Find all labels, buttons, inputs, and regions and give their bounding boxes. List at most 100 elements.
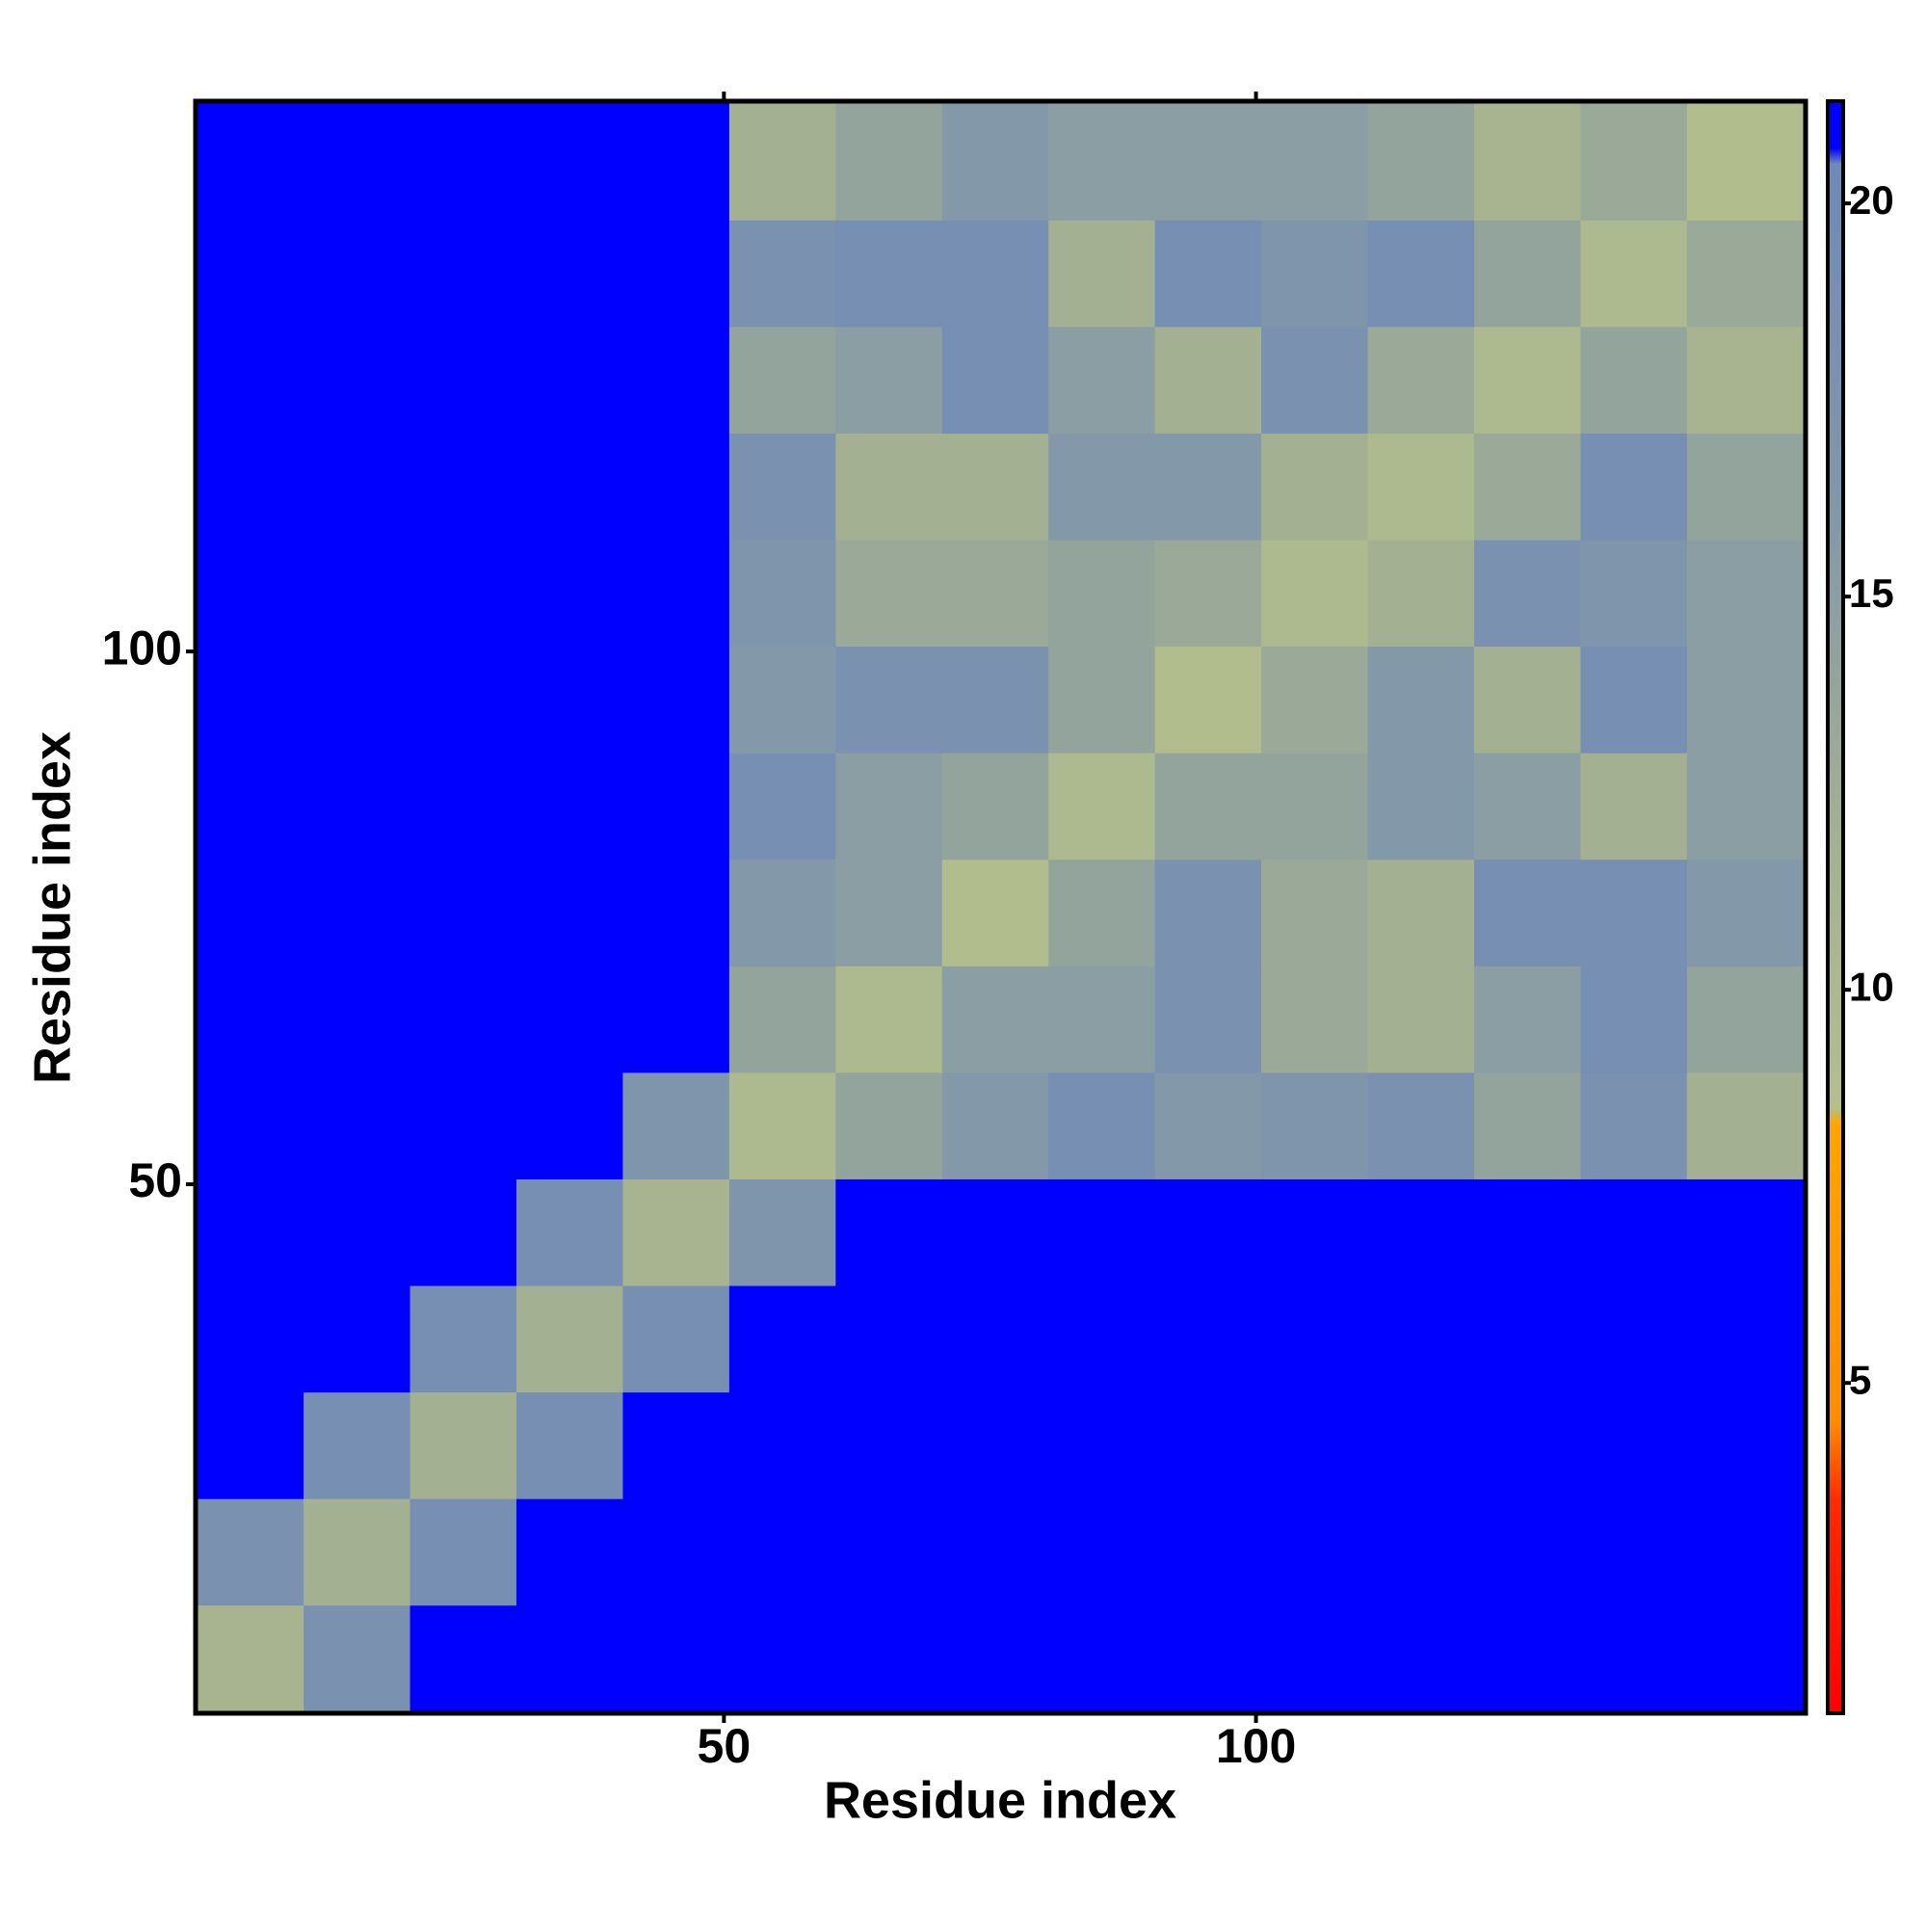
x-axis-title: Residue index: [824, 1771, 1176, 1829]
heatmap-cell: [622, 433, 730, 541]
heatmap-cell: [1367, 646, 1475, 754]
heatmap-cell: [515, 1072, 623, 1179]
heatmap-cell: [1154, 966, 1262, 1073]
x-tick-label: 50: [698, 1719, 752, 1773]
heatmap-cell: [1473, 102, 1581, 221]
heatmap-cell: [1580, 1178, 1688, 1286]
heatmap-cell: [1048, 646, 1156, 754]
heatmap-cell: [1048, 102, 1156, 221]
heatmap-cell: [941, 1604, 1049, 1712]
y-tick-label: 50: [128, 1153, 182, 1207]
heatmap-cell: [197, 859, 304, 966]
heatmap-cell: [197, 1498, 304, 1606]
colorbar: [1826, 99, 1845, 1715]
heatmap-cell: [941, 433, 1049, 541]
heatmap-cell: [409, 1178, 517, 1286]
heatmap-cell: [941, 966, 1049, 1073]
heatmap-cell: [728, 1391, 836, 1499]
heatmap-cell: [1261, 1498, 1369, 1606]
heatmap-cell: [1686, 1285, 1805, 1393]
plot-frame: [193, 98, 1808, 1716]
heatmap-cell: [728, 326, 836, 434]
heatmap-cell: [941, 1285, 1049, 1393]
heatmap-cell: [1154, 1285, 1262, 1393]
heatmap-cell: [515, 1178, 623, 1286]
heatmap-cell: [1261, 1285, 1369, 1393]
heatmap-cell: [1154, 1178, 1262, 1286]
heatmap-cell: [304, 859, 411, 966]
heatmap-cell: [728, 859, 836, 966]
heatmap-cell: [197, 220, 304, 328]
heatmap-cell: [622, 1604, 730, 1712]
heatmap-cell: [835, 1178, 943, 1286]
heatmap-cell: [1048, 859, 1156, 966]
heatmap-cell: [835, 1604, 943, 1712]
heatmap-cell: [515, 1498, 623, 1606]
heatmap-cell: [197, 646, 304, 754]
heatmap-cell: [1048, 540, 1156, 648]
heatmap-cell: [1261, 859, 1369, 966]
heatmap-cell: [515, 540, 623, 648]
heatmap-cell: [835, 540, 943, 648]
heatmap-cell: [941, 1178, 1049, 1286]
heatmap-cell: [1048, 1072, 1156, 1179]
heatmap-cell: [1686, 1498, 1805, 1606]
colorbar-tick-label: 20: [1849, 177, 1894, 223]
heatmap-cell: [409, 1285, 517, 1393]
heatmap-cell: [1367, 540, 1475, 648]
heatmap-cell: [409, 646, 517, 754]
heatmap-cell: [1261, 433, 1369, 541]
heatmap-cell: [622, 859, 730, 966]
heatmap-cell: [728, 966, 836, 1073]
heatmap-cell: [835, 966, 943, 1073]
heatmap-cell: [1367, 1285, 1475, 1393]
heatmap-cell: [1048, 1391, 1156, 1499]
heatmap-cell: [515, 646, 623, 754]
heatmap-cell: [728, 1285, 836, 1393]
heatmap-cell: [728, 220, 836, 328]
heatmap-cell: [1686, 646, 1805, 754]
x-tick-label: 100: [1216, 1719, 1296, 1773]
heatmap-cell: [1686, 102, 1805, 221]
heatmap-cell: [1473, 1391, 1581, 1499]
heatmap-cell: [941, 1072, 1049, 1179]
heatmap-cell: [728, 1498, 836, 1606]
heatmap-cell: [1686, 859, 1805, 966]
heatmap-cell: [1154, 753, 1262, 860]
heatmap-cell: [515, 753, 623, 860]
heatmap-cell: [1154, 433, 1262, 541]
heatmap-cell: [197, 1178, 304, 1286]
heatmap-cell: [1473, 326, 1581, 434]
heatmap-cell: [1048, 753, 1156, 860]
heatmap-cell: [1154, 1391, 1262, 1499]
heatmap-cell: [622, 1391, 730, 1499]
heatmap-cell: [1473, 1178, 1581, 1286]
heatmap-cell: [1473, 859, 1581, 966]
heatmap-cell: [304, 1285, 411, 1393]
heatmap-cell: [622, 102, 730, 221]
heatmap-cell: [1261, 540, 1369, 648]
heatmap-cell: [941, 540, 1049, 648]
heatmap-cell: [304, 1604, 411, 1712]
heatmap-cell: [1686, 220, 1805, 328]
colorbar-tick-label: 15: [1849, 570, 1894, 616]
y-axis-title: Residue index: [23, 731, 81, 1084]
heatmap-cell: [1580, 646, 1688, 754]
heatmap-cell: [1367, 1391, 1475, 1499]
heatmap-cell: [622, 326, 730, 434]
heatmap-cell: [515, 102, 623, 221]
heatmap-cell: [941, 220, 1049, 328]
heatmap-cell: [1686, 1391, 1805, 1499]
heatmap-cell: [1686, 433, 1805, 541]
heatmap-cell: [515, 966, 623, 1073]
heatmap-cell: [1580, 540, 1688, 648]
heatmap-cell: [1473, 1604, 1581, 1712]
heatmap-cell: [1367, 753, 1475, 860]
heatmap-cell: [1367, 102, 1475, 221]
heatmap-cell: [1686, 326, 1805, 434]
heatmap-cell: [622, 220, 730, 328]
heatmap-cell: [728, 540, 836, 648]
heatmap-cell: [1580, 966, 1688, 1073]
heatmap-cell: [622, 1072, 730, 1179]
heatmap-cell: [304, 1072, 411, 1179]
